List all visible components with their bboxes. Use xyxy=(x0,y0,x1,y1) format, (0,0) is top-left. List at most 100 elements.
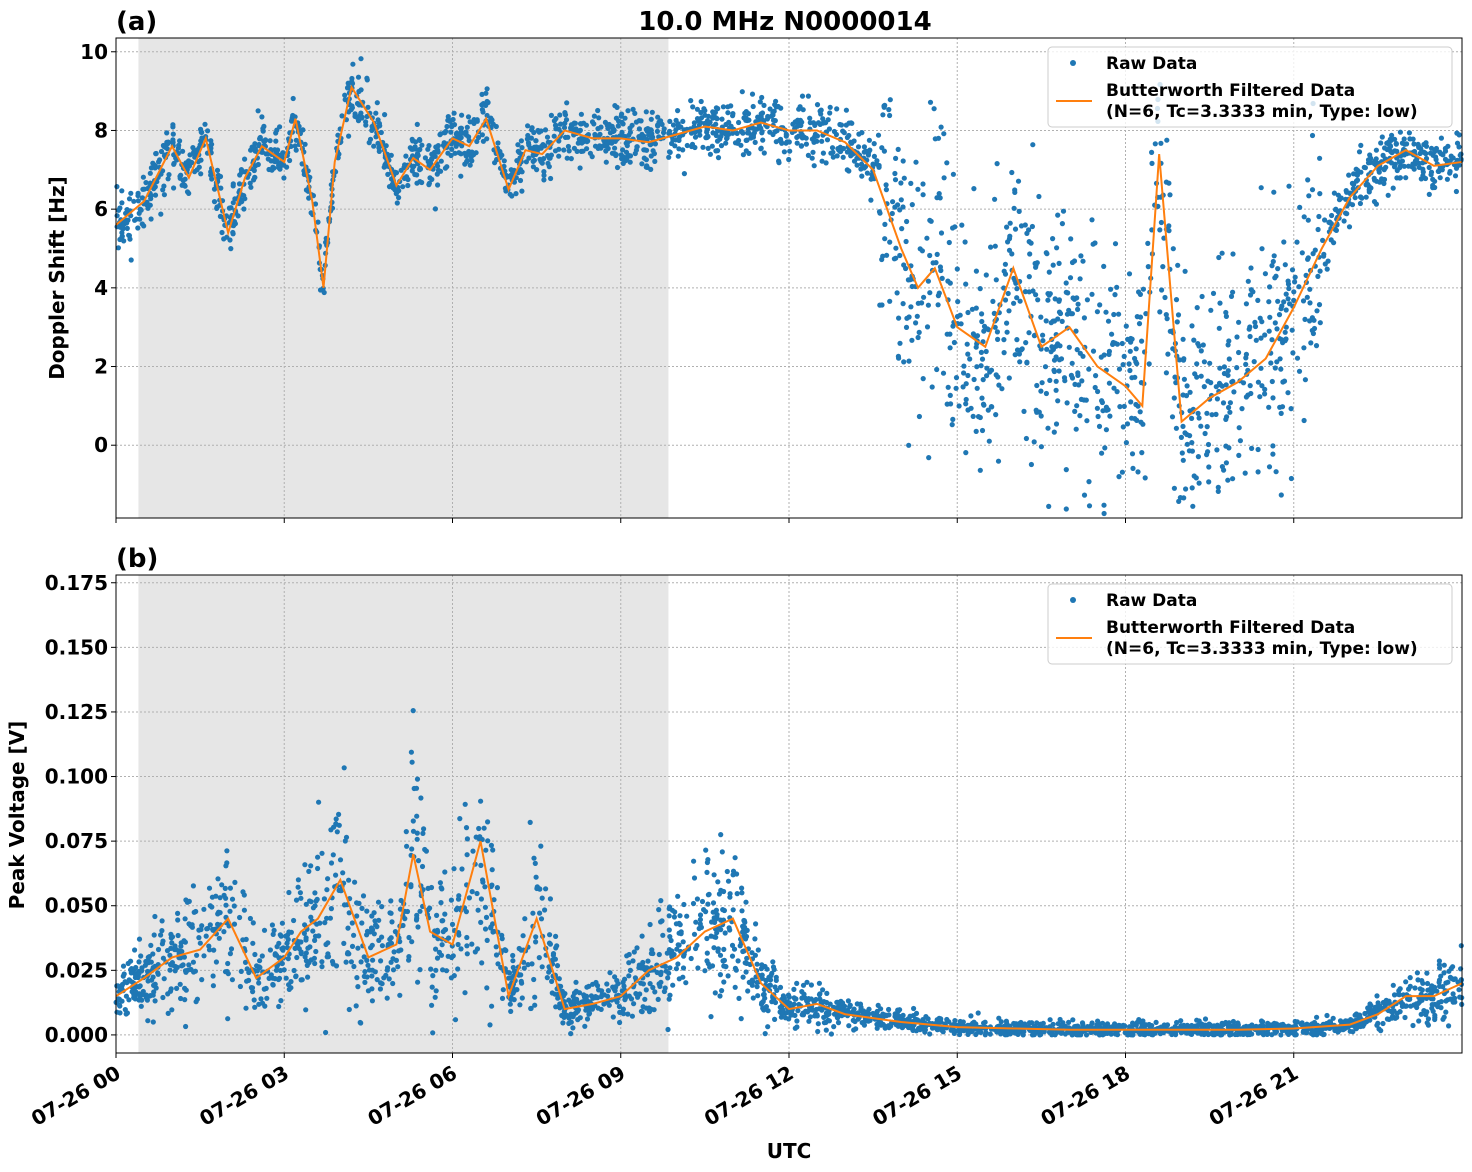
raw-point xyxy=(319,850,325,856)
raw-point xyxy=(1432,178,1438,184)
raw-point xyxy=(1028,461,1034,468)
raw-point xyxy=(336,811,342,818)
raw-point xyxy=(144,199,150,205)
raw-point xyxy=(745,130,751,136)
raw-point xyxy=(484,136,490,142)
raw-point xyxy=(814,133,821,139)
raw-point xyxy=(673,127,679,133)
raw-point xyxy=(417,179,423,185)
raw-point xyxy=(890,199,896,205)
raw-point xyxy=(613,984,619,990)
raw-point xyxy=(657,983,663,990)
raw-point xyxy=(921,294,927,300)
raw-point xyxy=(1259,246,1265,252)
raw-point xyxy=(458,946,464,952)
raw-point xyxy=(824,137,831,143)
raw-point xyxy=(1430,185,1436,191)
raw-point xyxy=(1283,324,1289,330)
raw-point xyxy=(411,163,417,169)
raw-point xyxy=(305,945,311,951)
raw-point xyxy=(759,110,766,116)
raw-point xyxy=(959,222,965,228)
raw-point xyxy=(199,977,205,983)
raw-point xyxy=(279,946,285,952)
raw-point xyxy=(977,467,983,473)
raw-point xyxy=(131,198,137,204)
raw-point xyxy=(278,998,284,1004)
raw-point xyxy=(695,118,702,124)
raw-point xyxy=(1021,408,1027,414)
raw-point xyxy=(224,234,230,240)
raw-point xyxy=(1017,298,1023,304)
raw-point xyxy=(1116,474,1122,480)
raw-point xyxy=(772,1016,778,1023)
raw-point xyxy=(189,922,195,928)
raw-point xyxy=(191,909,197,915)
raw-point xyxy=(1285,296,1291,302)
raw-point xyxy=(708,1014,714,1020)
raw-point xyxy=(1210,1023,1217,1029)
raw-point xyxy=(360,893,367,899)
raw-point xyxy=(177,175,183,181)
raw-point xyxy=(784,1010,790,1016)
raw-point xyxy=(438,158,444,164)
raw-point xyxy=(1038,444,1044,450)
raw-point xyxy=(983,348,989,355)
raw-point xyxy=(973,268,980,274)
raw-point xyxy=(1223,313,1229,319)
raw-point xyxy=(761,102,767,108)
raw-point xyxy=(273,967,279,973)
raw-point xyxy=(603,159,609,165)
raw-point xyxy=(362,979,368,986)
raw-point xyxy=(1361,164,1367,170)
raw-point xyxy=(1363,194,1369,200)
raw-point xyxy=(698,98,704,105)
raw-point xyxy=(898,197,904,203)
raw-point xyxy=(1127,367,1133,374)
raw-point xyxy=(143,180,149,186)
raw-point xyxy=(704,935,710,942)
raw-point xyxy=(532,994,538,1000)
raw-point xyxy=(648,166,654,172)
raw-point xyxy=(1179,450,1185,456)
raw-point xyxy=(198,171,204,177)
raw-point xyxy=(1320,237,1326,243)
raw-point xyxy=(1245,278,1251,284)
raw-point xyxy=(984,373,990,379)
raw-point xyxy=(750,103,756,110)
raw-point xyxy=(369,973,375,979)
raw-point xyxy=(199,135,205,141)
raw-point xyxy=(953,375,960,381)
raw-point xyxy=(622,976,628,982)
raw-point xyxy=(464,836,470,842)
raw-point xyxy=(1257,394,1263,400)
raw-point xyxy=(229,977,235,983)
raw-point xyxy=(761,150,767,156)
raw-point xyxy=(673,921,680,927)
raw-point xyxy=(248,184,254,190)
raw-point xyxy=(307,898,313,904)
raw-point xyxy=(882,221,888,227)
raw-point xyxy=(626,960,632,966)
raw-point xyxy=(614,104,620,110)
raw-point xyxy=(493,944,499,950)
raw-point xyxy=(1258,335,1264,341)
raw-point xyxy=(1389,150,1395,156)
raw-point xyxy=(721,979,727,985)
raw-point xyxy=(984,326,991,332)
raw-point xyxy=(477,834,483,840)
raw-point xyxy=(483,90,489,96)
raw-point xyxy=(133,216,139,222)
raw-point xyxy=(1017,359,1023,365)
raw-point xyxy=(556,976,562,982)
raw-point xyxy=(1381,166,1387,172)
raw-point xyxy=(819,158,825,164)
raw-point xyxy=(643,157,650,163)
raw-point xyxy=(635,993,641,999)
raw-point xyxy=(693,945,699,952)
raw-point xyxy=(1133,359,1139,365)
raw-point xyxy=(160,142,166,149)
raw-point xyxy=(536,129,542,135)
raw-point xyxy=(1229,379,1235,385)
raw-point xyxy=(1344,189,1350,195)
